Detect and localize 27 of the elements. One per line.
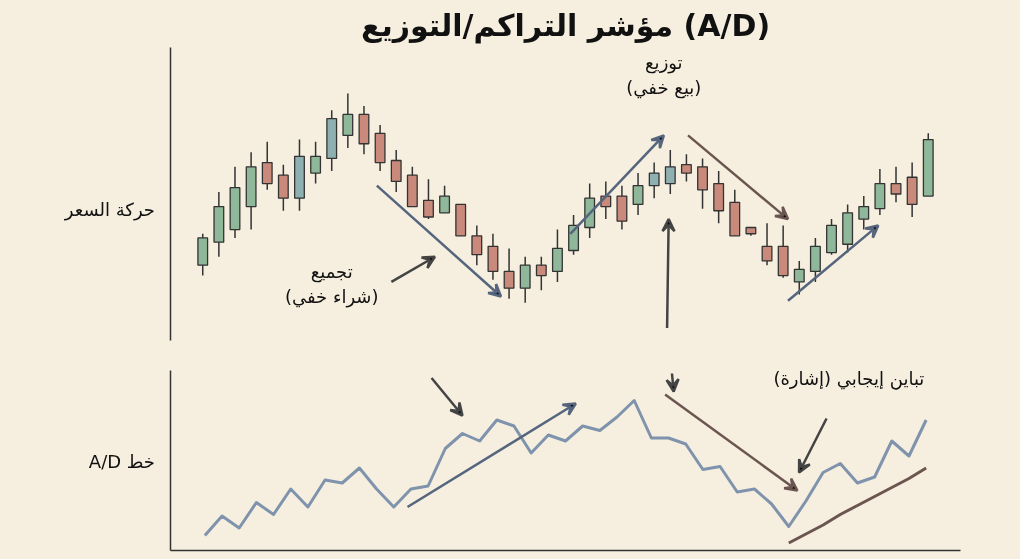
- candlestick: [471, 224, 483, 266]
- candlestick: [277, 163, 289, 212]
- candlestick: [793, 260, 805, 296]
- annotation: توزيع (بيع خفي): [626, 51, 702, 99]
- candlestick: [664, 149, 676, 195]
- candlestick: [439, 184, 451, 214]
- candlestick: [503, 247, 515, 300]
- y-axis-title: خط A/D: [88, 450, 155, 474]
- candlestick: [632, 172, 644, 216]
- candlestick: [310, 140, 322, 185]
- chart-title: مؤشر التراكم/التوزيع (A/D): [360, 7, 771, 44]
- text: تباين إيجابي (إشارة): [773, 367, 925, 390]
- candlestick: [551, 228, 563, 283]
- candlestick: [342, 92, 354, 149]
- annotation: تجميع (شراء خفي): [284, 260, 379, 309]
- candlestick: [890, 166, 902, 204]
- candlestick: [261, 140, 273, 191]
- candlestick: [535, 256, 547, 292]
- candlestick: [680, 153, 692, 183]
- candlestick: [697, 157, 709, 210]
- candlestick: [858, 195, 870, 231]
- candlestick: [422, 178, 434, 220]
- candlestick: [648, 161, 660, 199]
- candlestick: [519, 256, 531, 304]
- y-axis-title: حركة السعر: [64, 198, 155, 223]
- candlestick: [390, 149, 402, 193]
- candlestick: [761, 222, 773, 266]
